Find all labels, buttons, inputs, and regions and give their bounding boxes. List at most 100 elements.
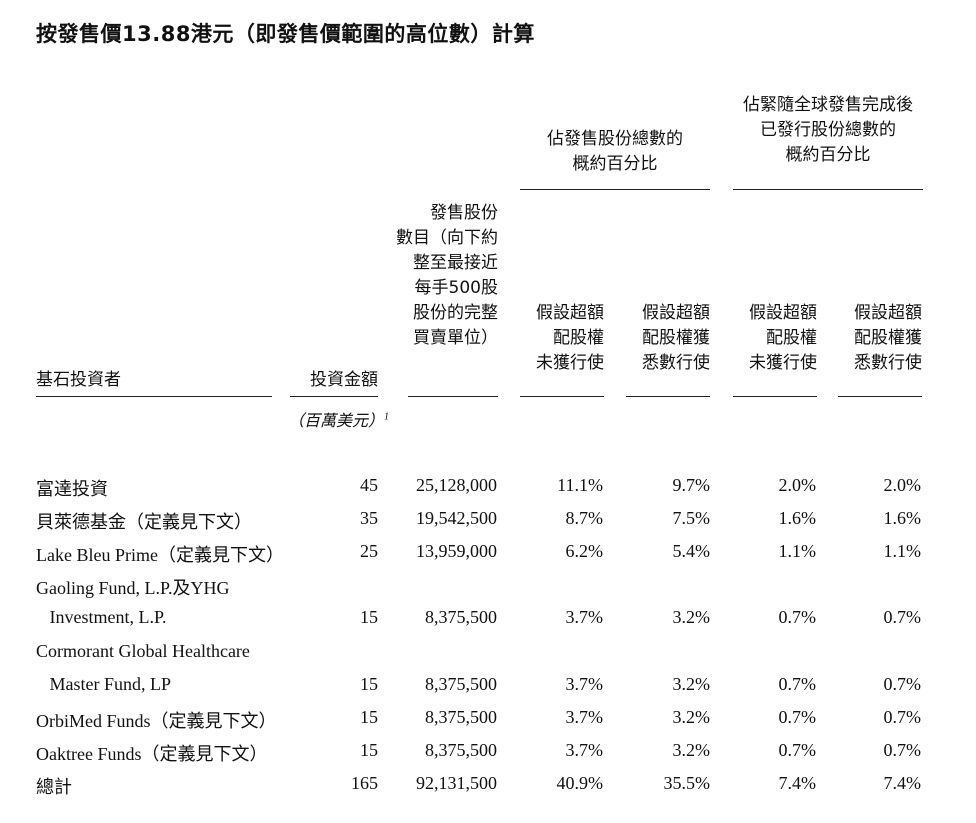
header-shares-line1: 發售股份	[430, 203, 498, 223]
header-shares-rule	[408, 396, 498, 397]
cell-amount: 45	[360, 475, 378, 495]
cell-p1: 8.7%	[565, 508, 604, 528]
table-row: Investment, L.P. 15 8,375,500 3.7% 3.2% 0.7% 0…	[0, 607, 976, 637]
header-amount: 投資金額	[310, 370, 378, 390]
cell-p3: 2.0%	[778, 475, 817, 495]
header-p1-line2: 配股權	[553, 328, 604, 348]
table-row: Gaoling Fund, L.P.及YHG	[0, 574, 976, 604]
cell-p3: 1.6%	[778, 508, 817, 528]
cell-p1: 6.2%	[565, 541, 604, 561]
cell-shares: 13,959,000	[416, 541, 497, 561]
header-p3-line1: 假設超額	[749, 303, 817, 323]
cell-p2: 3.2%	[672, 740, 711, 760]
cell-p2: 3.2%	[672, 707, 711, 727]
table-row: 貝萊德基金（定義見下文） 35 19,542,500 8.7% 7.5% 1.6% 1.6%	[0, 508, 976, 538]
table-row: Oaktree Funds（定義見下文） 15 8,375,500 3.7% 3.2% 0…	[0, 740, 976, 770]
cell-amount: 15	[360, 607, 378, 627]
cell-p2: 35.5%	[663, 773, 711, 793]
table-row: OrbiMed Funds（定義見下文） 15 8,375,500 3.7% 3.2% 0…	[0, 707, 976, 737]
cell-name: Gaoling Fund, L.P.及YHG	[36, 578, 230, 598]
header-group2-line1: 佔緊隨全球發售完成後	[743, 95, 913, 115]
cell-p3: 0.7%	[778, 674, 817, 694]
cell-p3: 0.7%	[778, 707, 817, 727]
page-title: 按發售價13.88港元（即發售價範圍的高位數）計算	[36, 22, 535, 46]
header-p2: 假設超額 配股權獲 悉數行使	[626, 301, 710, 376]
header-p3-line3: 未獲行使	[749, 353, 817, 373]
cell-p3: 0.7%	[778, 607, 817, 627]
table-row: Lake Bleu Prime（定義見下文） 25 13,959,000 6.2% 5.…	[0, 541, 976, 571]
cell-amount: 15	[360, 674, 378, 694]
cell-p1: 11.1%	[557, 475, 603, 495]
table-row: Cormorant Global Healthcare	[0, 641, 976, 671]
header-p3-line2: 配股權	[766, 328, 817, 348]
cell-shares: 25,128,000	[416, 475, 497, 495]
cell-p1: 3.7%	[565, 607, 604, 627]
header-group1-rule	[520, 189, 710, 190]
header-p4-line1: 假設超額	[854, 303, 922, 323]
header-p4-line2: 配股權獲	[854, 328, 922, 348]
cell-name: Cormorant Global Healthcare	[36, 641, 250, 661]
header-p2-line3: 悉數行使	[642, 353, 710, 373]
cell-shares: 8,375,500	[425, 607, 497, 627]
cell-p3: 1.1%	[778, 541, 817, 561]
cell-name: 貝萊德基金（定義見下文）	[36, 512, 252, 532]
header-shares-line5: 股份的完整	[413, 303, 498, 323]
table-row: 總計 165 92,131,500 40.9% 35.5% 7.4% 7.4%	[0, 773, 976, 803]
header-group2-line3: 概約百分比	[785, 145, 871, 165]
cell-p2: 3.2%	[672, 607, 711, 627]
cell-amount: 165	[351, 773, 378, 793]
cell-shares: 8,375,500	[425, 707, 497, 727]
header-shares-line3: 整至最接近	[413, 253, 498, 273]
cell-p1: 40.9%	[556, 773, 604, 793]
header-shares-line6: 買賣單位）	[413, 328, 498, 348]
cell-p2: 3.2%	[672, 674, 711, 694]
cell-p4: 1.6%	[883, 508, 922, 528]
cell-amount: 35	[360, 508, 378, 528]
header-p2-line1: 假設超額	[642, 303, 710, 323]
header-investor: 基石投資者	[36, 370, 121, 390]
cell-p4: 0.7%	[883, 707, 922, 727]
amount-unit-text: （百萬美元）	[288, 413, 385, 430]
cell-name: Investment, L.P.	[36, 607, 167, 627]
cell-p1: 3.7%	[565, 707, 604, 727]
cell-p4: 0.7%	[883, 674, 922, 694]
header-p3: 假設超額 配股權 未獲行使	[733, 301, 817, 376]
header-group-offer-shares: 佔發售股份總數的 概約百分比	[520, 127, 710, 177]
header-group2-rule	[733, 189, 923, 190]
header-p1-line1: 假設超額	[536, 303, 604, 323]
header-amount-rule	[290, 396, 378, 397]
cell-amount: 15	[360, 740, 378, 760]
header-p1: 假設超額 配股權 未獲行使	[520, 301, 604, 376]
cell-p1: 3.7%	[565, 740, 604, 760]
cell-p4: 0.7%	[883, 607, 922, 627]
amount-unit-footnote-marker: 1	[384, 411, 390, 423]
header-group-issued-shares: 佔緊隨全球發售完成後 已發行股份總數的 概約百分比	[733, 93, 923, 168]
cell-amount: 15	[360, 707, 378, 727]
cell-amount: 25	[360, 541, 378, 561]
header-p1-rule	[520, 396, 604, 397]
header-shares: 發售股份 數目（向下約 整至最接近 每手500股 股份的完整 買賣單位）	[388, 201, 498, 351]
cell-shares: 19,542,500	[416, 508, 497, 528]
cell-p1: 3.7%	[565, 674, 604, 694]
cell-shares: 8,375,500	[425, 740, 497, 760]
cell-p4: 2.0%	[883, 475, 922, 495]
cell-shares: 92,131,500	[416, 773, 497, 793]
cell-p3: 0.7%	[778, 740, 817, 760]
header-p2-line2: 配股權獲	[642, 328, 710, 348]
cell-p2: 7.5%	[672, 508, 711, 528]
amount-unit-note: （百萬美元）1	[288, 407, 389, 431]
header-p2-rule	[626, 396, 710, 397]
cell-p4: 0.7%	[883, 740, 922, 760]
header-investor-rule	[36, 396, 272, 397]
cell-name: Master Fund, LP	[36, 674, 172, 694]
cell-name: OrbiMed Funds（定義見下文）	[36, 711, 277, 731]
table-row: 富達投資 45 25,128,000 11.1% 9.7% 2.0% 2.0%	[0, 475, 976, 505]
header-shares-line2: 數目（向下約	[396, 228, 498, 248]
cell-p4: 7.4%	[883, 773, 922, 793]
cell-shares: 8,375,500	[425, 674, 497, 694]
header-p1-line3: 未獲行使	[536, 353, 604, 373]
cell-name: 總計	[36, 777, 72, 797]
table-row: Master Fund, LP 15 8,375,500 3.7% 3.2% 0.7% 0.…	[0, 674, 976, 704]
header-p4: 假設超額 配股權獲 悉數行使	[838, 301, 922, 376]
cell-p2: 5.4%	[672, 541, 711, 561]
